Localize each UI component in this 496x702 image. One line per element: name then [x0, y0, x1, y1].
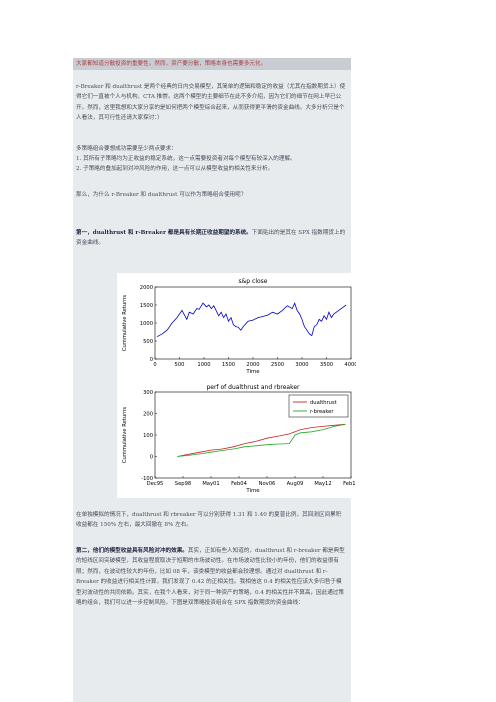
chart2-xtick-label: Feb15	[343, 481, 356, 487]
chart1-ytick-label: 0	[150, 357, 153, 363]
chart1-xlabel: Time	[245, 369, 260, 375]
chart2-ytick-label: 100	[143, 433, 153, 439]
chart2-ylabel: Cummulative Returns	[122, 407, 128, 464]
chart1-xtick-label: 3500	[320, 362, 333, 368]
chart1-xtick-label: 2500	[271, 362, 284, 368]
paragraph-4: 第一，dualthrust 和 r-Breaker 都是具有长期正收益期望的系统…	[76, 228, 346, 249]
chart1-ylabel: Cummulative Returns	[122, 295, 128, 352]
chart2-legend-label: r-breaker	[310, 409, 334, 415]
chart2-xtick-label: Aug09	[287, 481, 304, 487]
chart2-series-line	[177, 423, 346, 457]
paragraph-2-intro: 多策略组合要想成功需要至少两点要求：	[76, 146, 177, 152]
paragraph-1: r-Breaker 和 dualthrust 是两个经典的日内交易模型，其简单的…	[76, 84, 346, 122]
chart1-xtick-label: 0	[153, 362, 156, 368]
chart1-ytick-label: 1500	[140, 303, 153, 309]
chart2-xtick-label: Dec95	[147, 481, 164, 487]
chart-figure: s&p close 0 500 1000 1500 2000 2500 3000 3500 400…	[117, 273, 359, 498]
chart2-xtick-label: Sep98	[175, 481, 191, 487]
chart2-ytick-label: 0	[150, 455, 153, 461]
chart1-ytick-label: 500	[143, 339, 153, 345]
paragraph-5: 在单独模拟的情况下，dualthrust 和 rbreaker 可以分别获得 1…	[76, 512, 342, 529]
chart2-xtick-label: May01	[202, 481, 219, 487]
chart2-xtick-label: May12	[314, 481, 331, 487]
paragraph-4-heading: 第一，dualthrust 和 r-Breaker 都是具有长期正收益期望的系统…	[76, 230, 252, 236]
chart1-ytick-label: 2000	[140, 285, 153, 291]
chart1-xtick-label: 1500	[222, 362, 235, 368]
chart1-xtick-label: 1000	[197, 362, 210, 368]
paragraph-4-text: 下面贴出的是其在 SPX 指数期货上的资金曲线。	[76, 230, 346, 247]
paragraph-3: 那么，为什么 r-Breaker 和 dualthrust 可以作为策略组合使用…	[76, 192, 247, 198]
chart1-xtick-label: 500	[175, 362, 185, 368]
chart2-legend-label: dualthrust	[310, 400, 337, 406]
chart1-xtick-label: 2000	[246, 362, 259, 368]
chart2-ytick-label: -100	[141, 476, 153, 482]
chart2-series-line	[177, 423, 346, 457]
chart2-legend-box	[288, 394, 349, 418]
highlight-band-top	[73, 58, 351, 70]
paragraph-6-heading: 第二，他们的模型收益具有风险对冲的效果。	[76, 548, 188, 554]
intro-line: 大家都知道分散投资的重要性。然而，资产要分散，策略本身也需要多元化。	[76, 61, 267, 67]
chart1-title: s&p close	[239, 278, 268, 285]
chart2-ytick-label: 200	[143, 412, 153, 418]
chart1-ytick-label: 1000	[140, 321, 153, 327]
chart2-xtick-label: Feb04	[231, 481, 247, 487]
chart1-frame	[154, 286, 352, 360]
paragraph-2-item-1: 1. 其所有子策略均为正收益的稳定系统，这一点需要投资者对每个模型有较深入的理解…	[76, 156, 296, 162]
chart1-xtick-label: 3000	[295, 362, 308, 368]
paragraph-6: 第二，他们的模型收益具有风险对冲的效果。其实，正如有些人知道的，dualthru…	[76, 546, 346, 608]
paragraph-2-item-2: 2. 子策略的叠加起到对冲风险的作用，这一点可以从模型收益的相关性来分析。	[76, 166, 274, 172]
chart2-xtick-label: Nov06	[259, 481, 276, 487]
chart2-title: perf of dualthrust and rbreaker	[206, 384, 300, 391]
chart2-ytick-label: 300	[143, 390, 153, 396]
chart2-xlabel: Time	[245, 488, 260, 494]
paragraph-6-text: 其实，正如有些人知道的，dualthrust 和 r-breaker 都是典型的…	[76, 548, 345, 607]
chart1-xtick-label: 4000	[344, 362, 356, 368]
chart1-series-line	[156, 302, 347, 338]
